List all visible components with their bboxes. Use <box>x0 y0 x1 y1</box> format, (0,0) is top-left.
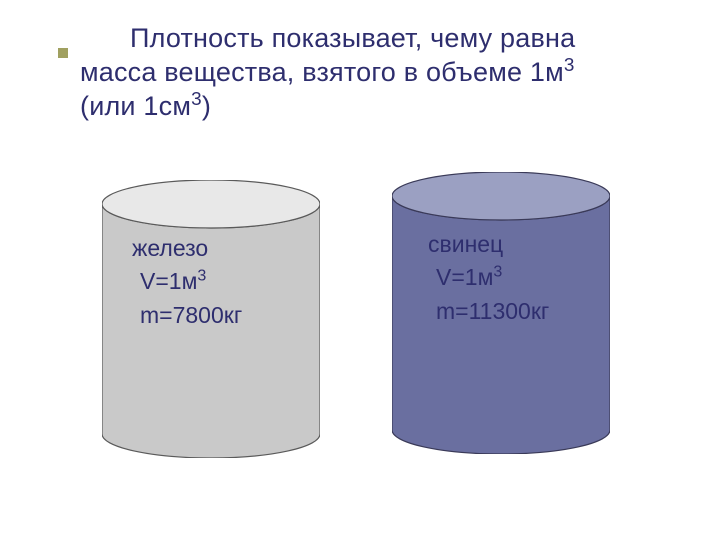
title-bullet <box>58 45 68 55</box>
title-line3: (или 1см3) <box>80 91 211 121</box>
title-line1: Плотность показывает, чему равна <box>80 22 660 56</box>
volume-label: V=1м3 <box>132 265 242 298</box>
cylinder-lead-labels: свинецV=1м3m=11300кг <box>428 228 549 328</box>
title-text: Плотность показывает, чему равна масса в… <box>80 22 660 123</box>
material-name: железо <box>132 232 242 265</box>
mass-label: m=7800кг <box>132 299 242 332</box>
material-name: свинец <box>428 228 549 261</box>
title-line2: масса вещества, взятого в объеме 1м3 <box>80 57 575 87</box>
mass-label: m=11300кг <box>428 295 549 328</box>
cylinder-iron-labels: железоV=1м3m=7800кг <box>132 232 242 332</box>
slide: Плотность показывает, чему равна масса в… <box>0 0 720 540</box>
volume-label: V=1м3 <box>428 261 549 294</box>
